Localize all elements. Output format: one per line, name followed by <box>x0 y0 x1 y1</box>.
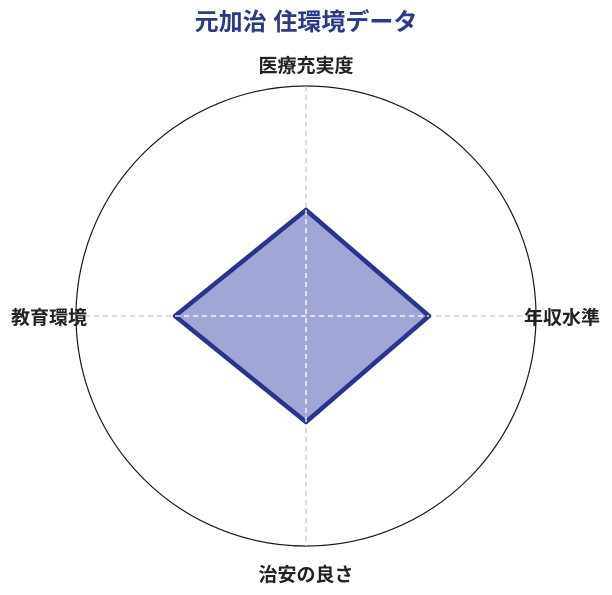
svg-text:年収水準: 年収水準 <box>524 306 600 329</box>
svg-text:治安の良さ: 治安の良さ <box>258 564 353 586</box>
svg-text:医療充実度: 医療充実度 <box>258 55 353 77</box>
svg-text:教育環境: 教育環境 <box>11 307 87 329</box>
